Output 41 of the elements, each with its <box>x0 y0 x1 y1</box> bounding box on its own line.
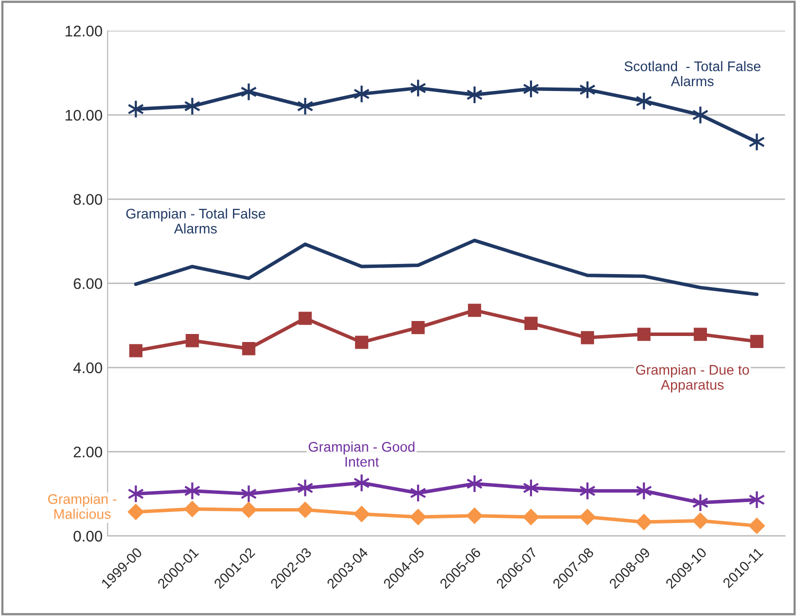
point <box>240 82 257 102</box>
point <box>411 320 425 334</box>
point <box>750 334 764 348</box>
y-tick-label: 2.00 <box>74 446 102 458</box>
point <box>466 508 482 524</box>
y-tick-label: 10.00 <box>66 110 102 121</box>
point <box>297 502 314 518</box>
point <box>580 509 596 525</box>
point <box>242 342 256 356</box>
series-label: Grampian - Malicious <box>48 494 116 519</box>
point <box>240 484 257 504</box>
point <box>524 316 538 330</box>
point <box>128 504 144 520</box>
text: Grampian - Total False Alarms <box>126 208 266 234</box>
point <box>694 328 707 341</box>
point <box>523 509 539 525</box>
series-label: Scotland - Total False Alarms <box>624 61 760 86</box>
series-label: Grampian - Due to Apparatus <box>636 364 750 392</box>
line-series <box>134 238 759 296</box>
point <box>580 331 594 344</box>
point <box>129 344 142 358</box>
point <box>240 502 257 518</box>
y-tick-label: 4.00 <box>73 362 102 374</box>
point <box>748 518 765 534</box>
y-tick-label: 0.00 <box>74 530 102 542</box>
point <box>636 514 652 530</box>
point <box>184 96 201 116</box>
point <box>186 334 199 348</box>
y-tick-label: 6.00 <box>74 278 102 290</box>
point <box>692 512 708 529</box>
point <box>410 509 426 525</box>
y-tick-label: 12.00 <box>66 26 102 36</box>
point <box>184 482 201 500</box>
point <box>354 506 370 522</box>
series-label: Grampian - Good Intent <box>308 442 414 467</box>
y-tick-label: 8.00 <box>74 194 102 205</box>
point <box>184 501 200 517</box>
point <box>298 312 312 325</box>
point <box>637 328 651 341</box>
point <box>468 304 482 317</box>
point <box>355 336 368 349</box>
